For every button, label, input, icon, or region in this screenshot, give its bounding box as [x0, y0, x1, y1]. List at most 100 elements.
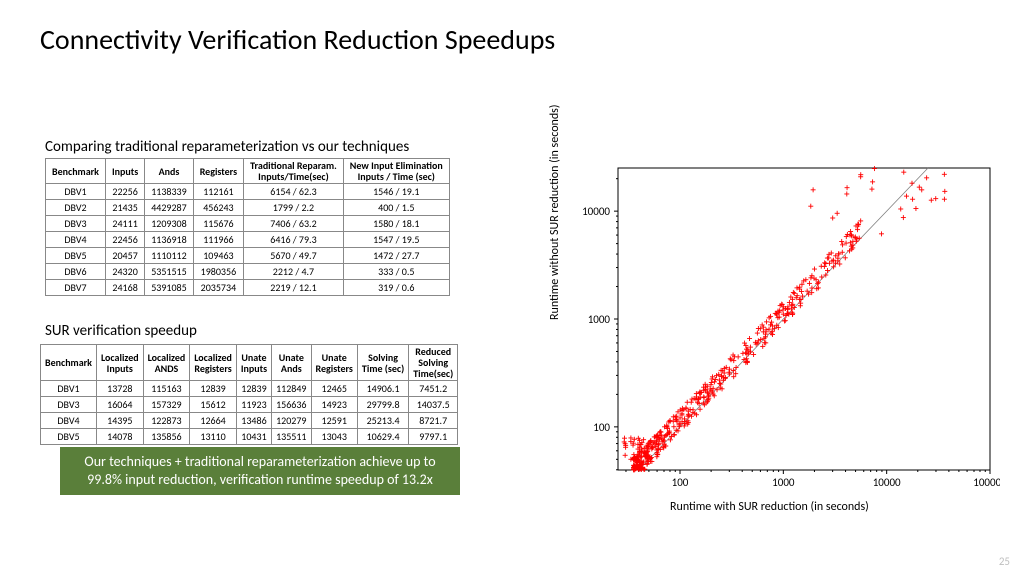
cell: DBV1: [41, 381, 97, 397]
cell: DBV4: [41, 413, 97, 429]
cell: 4429287: [145, 200, 193, 216]
cell: 319 / 0.6: [343, 280, 449, 296]
table-row: DBV724168539108520357342219 / 12.1319 / …: [46, 280, 450, 296]
cell: DBV5: [41, 429, 97, 445]
table1-caption: Comparing traditional reparameterization…: [45, 138, 409, 156]
cell: 12839: [236, 381, 271, 397]
cell: 2035734: [193, 280, 243, 296]
col-header: SolvingTime (sec): [357, 345, 408, 381]
cell: 112161: [193, 184, 243, 200]
cell: 1136918: [145, 232, 193, 248]
cell: 13043: [311, 429, 357, 445]
cell: 400 / 1.5: [343, 200, 449, 216]
cell: 1110112: [145, 248, 193, 264]
cell: 5351515: [145, 264, 193, 280]
scatter-chart: 100 1000 10000 100000 100 1000 10000: [570, 160, 1000, 500]
table-row: DBV1137281151631283912839112849124651490…: [41, 381, 458, 397]
cell: 29799.8: [357, 397, 408, 413]
col-header: Benchmark: [41, 345, 97, 381]
cell: 24111: [105, 216, 144, 232]
col-header: Inputs: [105, 159, 144, 184]
svg-text:1000: 1000: [772, 476, 795, 489]
cell: 24168: [105, 280, 144, 296]
cell: 10431: [236, 429, 271, 445]
cell: 120279: [272, 413, 311, 429]
cell: 8721.7: [409, 413, 458, 429]
col-header: UnateAnds: [272, 345, 311, 381]
svg-text:10000: 10000: [582, 205, 610, 218]
cell: 13728: [96, 381, 143, 397]
cell: 156636: [272, 397, 311, 413]
cell: 14037.5: [409, 397, 458, 413]
cell: DBV4: [46, 232, 106, 248]
cell: 2212 / 4.7: [244, 264, 344, 280]
cell: 14906.1: [357, 381, 408, 397]
table-row: DBV12225611383391121616154 / 62.31546 / …: [46, 184, 450, 200]
svg-text:100: 100: [672, 476, 689, 489]
cell: 5670 / 49.7: [244, 248, 344, 264]
svg-text:1000: 1000: [588, 313, 611, 326]
cell: 20457: [105, 248, 144, 264]
cell: 456243: [193, 200, 243, 216]
cell: 5391085: [145, 280, 193, 296]
cell: 12664: [190, 413, 237, 429]
cell: 2219 / 12.1: [244, 280, 344, 296]
cell: 12591: [311, 413, 357, 429]
cell: 25213.4: [357, 413, 408, 429]
col-header: UnateInputs: [236, 345, 271, 381]
cell: 109463: [193, 248, 243, 264]
cell: 1799 / 2.2: [244, 200, 344, 216]
table-row: DBV3160641573291561211923156636149232979…: [41, 397, 458, 413]
chart-xlabel: Runtime with SUR reduction (in seconds): [670, 500, 869, 514]
cell: 14923: [311, 397, 357, 413]
cell: 13110: [190, 429, 237, 445]
cell: 1547 / 19.5: [343, 232, 449, 248]
cell: DBV3: [46, 216, 106, 232]
cell: DBV3: [41, 397, 97, 413]
cell: 7451.2: [409, 381, 458, 397]
cell: 1546 / 19.1: [343, 184, 449, 200]
cell: 22256: [105, 184, 144, 200]
cell: 13486: [236, 413, 271, 429]
cell: DBV5: [46, 248, 106, 264]
cell: 135511: [272, 429, 311, 445]
page-title: Connectivity Verification Reduction Spee…: [40, 22, 555, 57]
cell: 24320: [105, 264, 144, 280]
table-row: DBV42245611369181119666416 / 79.31547 / …: [46, 232, 450, 248]
cell: 333 / 0.5: [343, 264, 449, 280]
col-header: Traditional Reparam.Inputs/Time(sec): [244, 159, 344, 184]
summary-callout: Our techniques + traditional reparameter…: [60, 447, 460, 495]
chart-ylabel: Runtime without SUR reduction (in second…: [548, 105, 562, 320]
cell: 14395: [96, 413, 143, 429]
cell: 21435: [105, 200, 144, 216]
cell: DBV6: [46, 264, 106, 280]
col-header: New Input EliminationInputs / Time (sec): [343, 159, 449, 184]
cell: 12839: [190, 381, 237, 397]
cell: 157329: [143, 397, 190, 413]
svg-text:100000: 100000: [973, 476, 1000, 489]
col-header: LocalizedANDS: [143, 345, 190, 381]
table-row: DBV4143951228731266413486120279125912521…: [41, 413, 458, 429]
cell: 7406 / 63.2: [244, 216, 344, 232]
table-row: DBV22143544292874562431799 / 2.2400 / 1.…: [46, 200, 450, 216]
svg-text:100: 100: [593, 421, 610, 434]
table-row: DBV52045711101121094635670 / 49.71472 / …: [46, 248, 450, 264]
table-row: DBV624320535151519803562212 / 4.7333 / 0…: [46, 264, 450, 280]
cell: 1209308: [145, 216, 193, 232]
table2-caption: SUR verification speedup: [45, 322, 197, 340]
col-header: LocalizedInputs: [96, 345, 143, 381]
cell: 112849: [272, 381, 311, 397]
cell: 12465: [311, 381, 357, 397]
cell: 10629.4: [357, 429, 408, 445]
speedup-table: BenchmarkLocalizedInputsLocalizedANDSLoc…: [40, 344, 458, 445]
cell: 135856: [143, 429, 190, 445]
cell: 1472 / 27.7: [343, 248, 449, 264]
page-number: 25: [999, 555, 1010, 568]
table-row: DBV32411112093081156767406 / 63.21580 / …: [46, 216, 450, 232]
cell: 11923: [236, 397, 271, 413]
col-header: Benchmark: [46, 159, 106, 184]
cell: 15612: [190, 397, 237, 413]
cell: 115163: [143, 381, 190, 397]
svg-text:10000: 10000: [873, 476, 901, 489]
cell: 14078: [96, 429, 143, 445]
